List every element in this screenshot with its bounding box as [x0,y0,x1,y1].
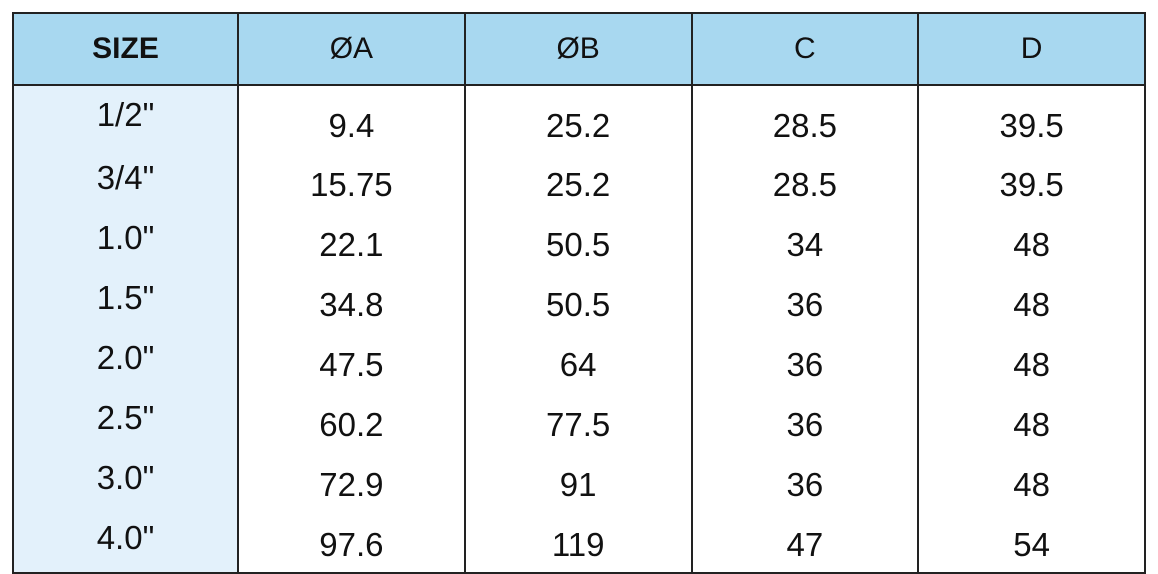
value-cell: 22.1 [237,212,465,272]
table-row: 2.0" 47.5 64 36 48 [13,332,1145,392]
table-row: 2.5" 60.2 77.5 36 48 [13,392,1145,452]
value-cell: 34 [690,212,919,272]
size-cell: 3/4" [13,152,238,212]
size-table: SIZE ØA ØB C D 1/2" 9.4 25.2 28.5 39.5 3/4" 15.75 2… [12,12,1146,574]
value-cell: 36 [690,452,919,512]
value-cell: 34.8 [237,272,465,332]
value-cell: 48 [917,332,1145,392]
value-cell: 36 [690,392,919,452]
header-cell: ØB [463,13,692,86]
value-cell: 48 [917,272,1145,332]
table-body: 1/2" 9.4 25.2 28.5 39.5 3/4" 15.75 25.2 28.5 39.5… [13,85,1145,573]
size-cell: 3.0" [13,452,238,512]
size-cell: 1.5" [13,272,238,332]
value-cell: 39.5 [917,85,1145,152]
value-cell: 72.9 [237,452,465,512]
header-row: SIZE ØA ØB C D [13,13,1145,86]
size-cell: 1/2" [13,85,238,152]
value-cell: 9.4 [237,85,465,152]
size-cell: 2.5" [13,392,238,452]
table-row: 3/4" 15.75 25.2 28.5 39.5 [13,152,1145,212]
value-cell: 39.5 [917,152,1145,212]
table-row: 1/2" 9.4 25.2 28.5 39.5 [13,85,1145,152]
value-cell: 91 [463,452,692,512]
value-cell: 48 [917,452,1145,512]
value-cell: 54 [917,512,1145,573]
value-cell: 64 [463,332,692,392]
value-cell: 15.75 [237,152,465,212]
table-row: 1.0" 22.1 50.5 34 48 [13,212,1145,272]
table-row: 3.0" 72.9 91 36 48 [13,452,1145,512]
size-cell: 4.0" [13,512,238,573]
page: SIZE ØA ØB C D 1/2" 9.4 25.2 28.5 39.5 3/4" 15.75 2… [12,12,1146,574]
header-cell: SIZE [13,13,238,86]
value-cell: 28.5 [690,152,919,212]
value-cell: 97.6 [237,512,465,573]
header-cell: C [690,13,919,86]
value-cell: 48 [917,212,1145,272]
size-cell: 2.0" [13,332,238,392]
value-cell: 47 [690,512,919,573]
header-cell: D [917,13,1145,86]
value-cell: 25.2 [463,152,692,212]
table-row: 4.0" 97.6 119 47 54 [13,512,1145,573]
value-cell: 119 [463,512,692,573]
value-cell: 77.5 [463,392,692,452]
value-cell: 50.5 [463,212,692,272]
size-cell: 1.0" [13,212,238,272]
value-cell: 47.5 [237,332,465,392]
header-cell: ØA [237,13,465,86]
value-cell: 36 [690,332,919,392]
table-row: 1.5" 34.8 50.5 36 48 [13,272,1145,332]
value-cell: 60.2 [237,392,465,452]
value-cell: 48 [917,392,1145,452]
value-cell: 36 [690,272,919,332]
value-cell: 50.5 [463,272,692,332]
value-cell: 28.5 [690,85,919,152]
value-cell: 25.2 [463,85,692,152]
